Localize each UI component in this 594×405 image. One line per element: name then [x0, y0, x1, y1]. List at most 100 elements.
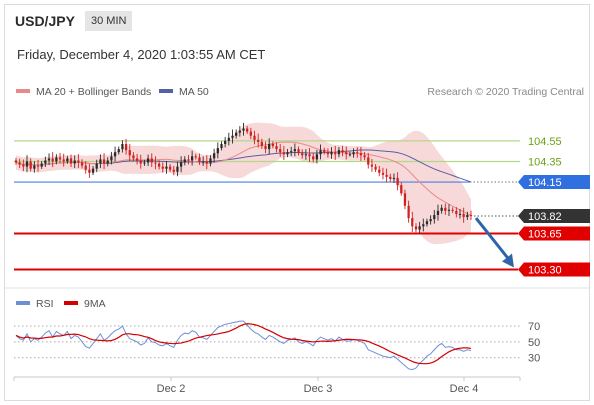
candle-body — [88, 169, 91, 173]
candle-body — [451, 209, 454, 211]
candle-body — [224, 140, 227, 144]
candle-body — [392, 177, 396, 179]
rsi-level-label-50: 50 — [528, 337, 540, 349]
candle-body — [14, 160, 18, 163]
rsi-level-label-30: 30 — [528, 353, 540, 365]
candle-body — [220, 143, 223, 149]
timeframe-badge[interactable]: 30 MIN — [85, 11, 133, 31]
candle-body — [458, 213, 462, 215]
candle-body — [246, 128, 249, 132]
candle-body — [69, 158, 73, 164]
candle-body — [135, 158, 139, 161]
projection-arrow — [474, 217, 514, 268]
candle-body — [396, 177, 399, 186]
candle-body — [102, 159, 106, 164]
candle-body — [110, 156, 113, 161]
candle-body — [179, 162, 183, 167]
candle-body — [304, 154, 308, 156]
level-tag-104.15 — [518, 175, 590, 190]
candle-body — [121, 143, 124, 150]
candle-body — [290, 151, 293, 153]
candle-body — [279, 149, 282, 153]
candle-body — [422, 224, 425, 227]
moving-average-layer — [15, 141, 472, 216]
rsi-line — [15, 320, 472, 371]
candle-body — [462, 213, 465, 218]
candle-body — [227, 137, 230, 141]
level-label-103.65: 103.65 — [528, 229, 562, 241]
candle-body — [216, 148, 219, 154]
candle-body — [157, 163, 161, 167]
candle-body — [213, 153, 216, 159]
candle-body — [418, 226, 421, 230]
candle-body — [312, 156, 315, 160]
candle-body — [444, 207, 447, 211]
candle-body — [257, 139, 260, 142]
candle-body — [359, 153, 363, 156]
rsi-ma-line — [15, 323, 472, 365]
level-tag-103.65 — [518, 226, 590, 241]
candle-body — [414, 226, 418, 230]
candle-body — [51, 158, 54, 162]
ma20-legend-swatch — [16, 89, 30, 93]
candle-body — [106, 160, 109, 164]
candle-body — [99, 159, 102, 164]
candle-body — [58, 157, 62, 160]
x-tick-label: Dec 4 — [450, 383, 479, 395]
candle-body — [315, 154, 319, 160]
candle-body — [201, 161, 205, 163]
candle-body — [146, 158, 150, 163]
candle-body — [374, 166, 377, 170]
candle-body — [40, 163, 43, 167]
candle-body — [326, 152, 330, 155]
candle-body — [84, 165, 87, 170]
current-price-label: 103.82 — [528, 211, 562, 223]
candle-body — [91, 168, 95, 173]
candle-body — [139, 160, 142, 164]
candle-body — [161, 166, 164, 169]
candle-body — [341, 150, 344, 153]
candle-body — [301, 153, 304, 156]
candle-body — [370, 164, 374, 167]
candle-body — [271, 143, 274, 147]
candle-body — [455, 210, 458, 214]
candle-body — [22, 164, 25, 167]
projection-arrow-head — [502, 253, 514, 268]
candle-body — [345, 152, 348, 155]
candle-body — [348, 154, 352, 156]
candle-body — [117, 149, 120, 153]
ma50-legend-swatch — [159, 89, 173, 93]
candle-body — [319, 150, 322, 155]
candle-body — [80, 162, 84, 166]
candle-body — [253, 135, 256, 140]
x-axis: Dec 2 Dec 3 Dec 4 — [13, 376, 521, 395]
candle-body — [190, 156, 194, 161]
candle-body — [242, 128, 245, 131]
candle-body — [469, 215, 473, 217]
ma9-legend-swatch — [64, 301, 78, 305]
level-label-104.55: 104.55 — [528, 136, 562, 148]
candle-body — [44, 160, 47, 164]
rsi-panel: 70 50 30 — [14, 320, 540, 371]
candle-body — [433, 215, 436, 220]
candle-body — [198, 157, 201, 162]
candle-body — [176, 166, 179, 172]
candle-body — [150, 158, 153, 163]
pair-title: USD/JPY — [15, 13, 75, 29]
candle-body — [400, 185, 403, 194]
candle-body — [36, 165, 40, 167]
candle-body — [378, 169, 381, 173]
candle-body — [187, 159, 190, 161]
candle-body — [466, 215, 469, 218]
candle-body — [440, 207, 443, 211]
candle-body — [154, 162, 157, 164]
candle-body — [249, 131, 252, 136]
level-tag-103.82 — [518, 209, 590, 224]
candle-body — [205, 161, 208, 164]
candle-body — [18, 162, 21, 165]
candle-body — [77, 160, 80, 163]
candle-body — [168, 166, 172, 170]
date-time: Friday, December 4, 2020 1:03:55 AM CET — [17, 47, 266, 62]
level-labels: 104.55 104.35 104.15 103.82 103.65 103.30 — [518, 136, 590, 277]
